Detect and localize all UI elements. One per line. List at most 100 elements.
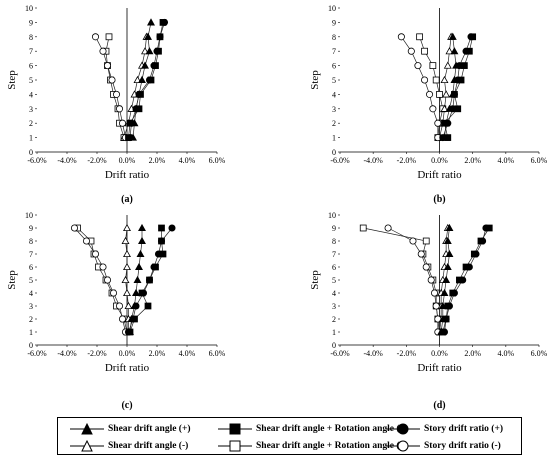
x-axis-title: Drift ratio — [105, 362, 150, 374]
data-point — [144, 32, 152, 40]
y-tick-label: 5 — [332, 76, 336, 85]
data-point — [108, 76, 116, 84]
legend-item: Shear drift angle (-) — [70, 438, 188, 454]
data-point — [467, 33, 475, 41]
data-point — [103, 62, 112, 70]
x-tick-label: 6.0% — [209, 349, 226, 358]
data-point — [123, 223, 131, 232]
x-tick-label: -6.0% — [27, 156, 47, 165]
legend-marker-open-square — [218, 440, 252, 452]
x-tick-label: 0.0% — [431, 349, 448, 358]
y-tick-label: 10 — [25, 4, 33, 13]
data-point — [422, 237, 430, 245]
y-tick-label: 9 — [332, 224, 336, 233]
x-tick-label: 2.0% — [149, 156, 166, 165]
legend-label: Shear drift angle (-) — [108, 441, 189, 451]
data-point — [157, 237, 166, 245]
data-point — [448, 32, 457, 40]
data-point — [426, 90, 434, 98]
x-axis-title: Drift ratio — [417, 169, 462, 181]
series — [397, 33, 442, 142]
data-point — [429, 62, 437, 69]
y-tick-label: 3 — [29, 105, 33, 114]
x-tick-label: -2.0% — [87, 156, 107, 165]
data-point — [127, 119, 136, 127]
data-point — [445, 47, 454, 55]
data-point — [445, 249, 454, 258]
data-point — [397, 33, 405, 41]
y-tick-label: 9 — [29, 224, 33, 233]
series — [70, 224, 130, 336]
data-point — [139, 289, 148, 297]
data-point — [147, 18, 155, 26]
x-tick-label: -6.0% — [27, 349, 47, 358]
data-point — [160, 18, 169, 26]
y-tick-label: 6 — [29, 263, 33, 272]
data-point — [138, 236, 146, 245]
data-point — [158, 224, 165, 232]
y-tick-label: 7 — [29, 47, 33, 56]
data-point — [124, 301, 133, 310]
legend-label: Shear drift angle + Rotation angle (-) — [256, 441, 406, 451]
x-tick-label: 4.0% — [179, 156, 196, 165]
x-axis-title: Drift ratio — [105, 169, 150, 181]
x-tick-label: -6.0% — [330, 156, 350, 165]
data-point — [450, 90, 458, 98]
data-point — [154, 250, 163, 258]
y-tick-label: 8 — [29, 237, 33, 246]
data-point — [118, 119, 127, 127]
data-point — [138, 223, 146, 232]
data-point — [407, 47, 415, 55]
data-point — [136, 249, 145, 258]
y-tick-label: 3 — [332, 302, 336, 311]
data-point — [132, 105, 140, 113]
x-tick-label: 6.0% — [531, 156, 548, 165]
y-tick-label: 10 — [328, 211, 336, 220]
data-point — [82, 237, 91, 245]
y-tick-label: 6 — [332, 263, 336, 272]
data-point — [465, 263, 473, 271]
data-point — [91, 33, 100, 41]
chart-panel: -6.0% -4.0% -2.0% 0.0% 2.0% 4.0% 6.0% 0 1 2 3 4 5 6 7 8… — [6, 211, 226, 411]
legend-label: Shear drift angle + Rotation angle (+) — [256, 424, 409, 434]
data-point — [123, 249, 131, 258]
data-point — [99, 263, 107, 271]
y-tick-label: 8 — [332, 33, 336, 42]
y-tick-label: 2 — [332, 315, 336, 324]
data-point — [472, 250, 480, 258]
x-tick-label: -4.0% — [57, 349, 77, 358]
data-point — [145, 276, 154, 284]
legend-item: Shear drift angle + Rotation angle (-) — [218, 438, 406, 454]
data-point — [442, 315, 450, 323]
x-tick-label: 4.0% — [497, 156, 514, 165]
y-tick-label: 2 — [29, 119, 33, 128]
y-tick-label: 6 — [29, 62, 33, 71]
data-point — [144, 302, 152, 310]
legend-item: Shear drift angle + Rotation angle (+) — [218, 421, 408, 437]
data-point — [443, 61, 452, 69]
data-point — [129, 315, 137, 323]
y-tick-label: 5 — [29, 76, 33, 85]
data-point — [442, 275, 451, 284]
x-tick-label: -6.0% — [330, 349, 350, 358]
data-point — [132, 288, 140, 297]
y-tick-label: 3 — [332, 105, 336, 114]
data-point — [440, 75, 449, 84]
data-point — [450, 289, 458, 297]
y-tick-label: 9 — [29, 18, 33, 27]
data-point — [482, 224, 490, 232]
data-point — [105, 33, 113, 41]
x-tick-label: -4.0% — [364, 349, 384, 358]
x-axis-title: Drift ratio — [417, 362, 462, 374]
legend-item: Story drift ratio (+) — [386, 421, 503, 437]
legend-label: Story drift ratio (+) — [424, 424, 504, 434]
legend-item: Shear drift angle (+) — [70, 421, 191, 437]
x-tick-label: 0.0% — [431, 156, 448, 165]
data-point — [455, 62, 463, 70]
y-tick-label: 4 — [332, 289, 336, 298]
y-tick-label: 8 — [29, 33, 33, 42]
y-axis-title: Step — [309, 270, 321, 290]
figure-canvas: -6.0% -4.0% -2.0% 0.0% 2.0% 4.0% 6.0% 0 1 2 3 4 5 6 7 8… — [6, 4, 548, 411]
data-point — [138, 75, 146, 84]
data-point — [115, 105, 124, 113]
